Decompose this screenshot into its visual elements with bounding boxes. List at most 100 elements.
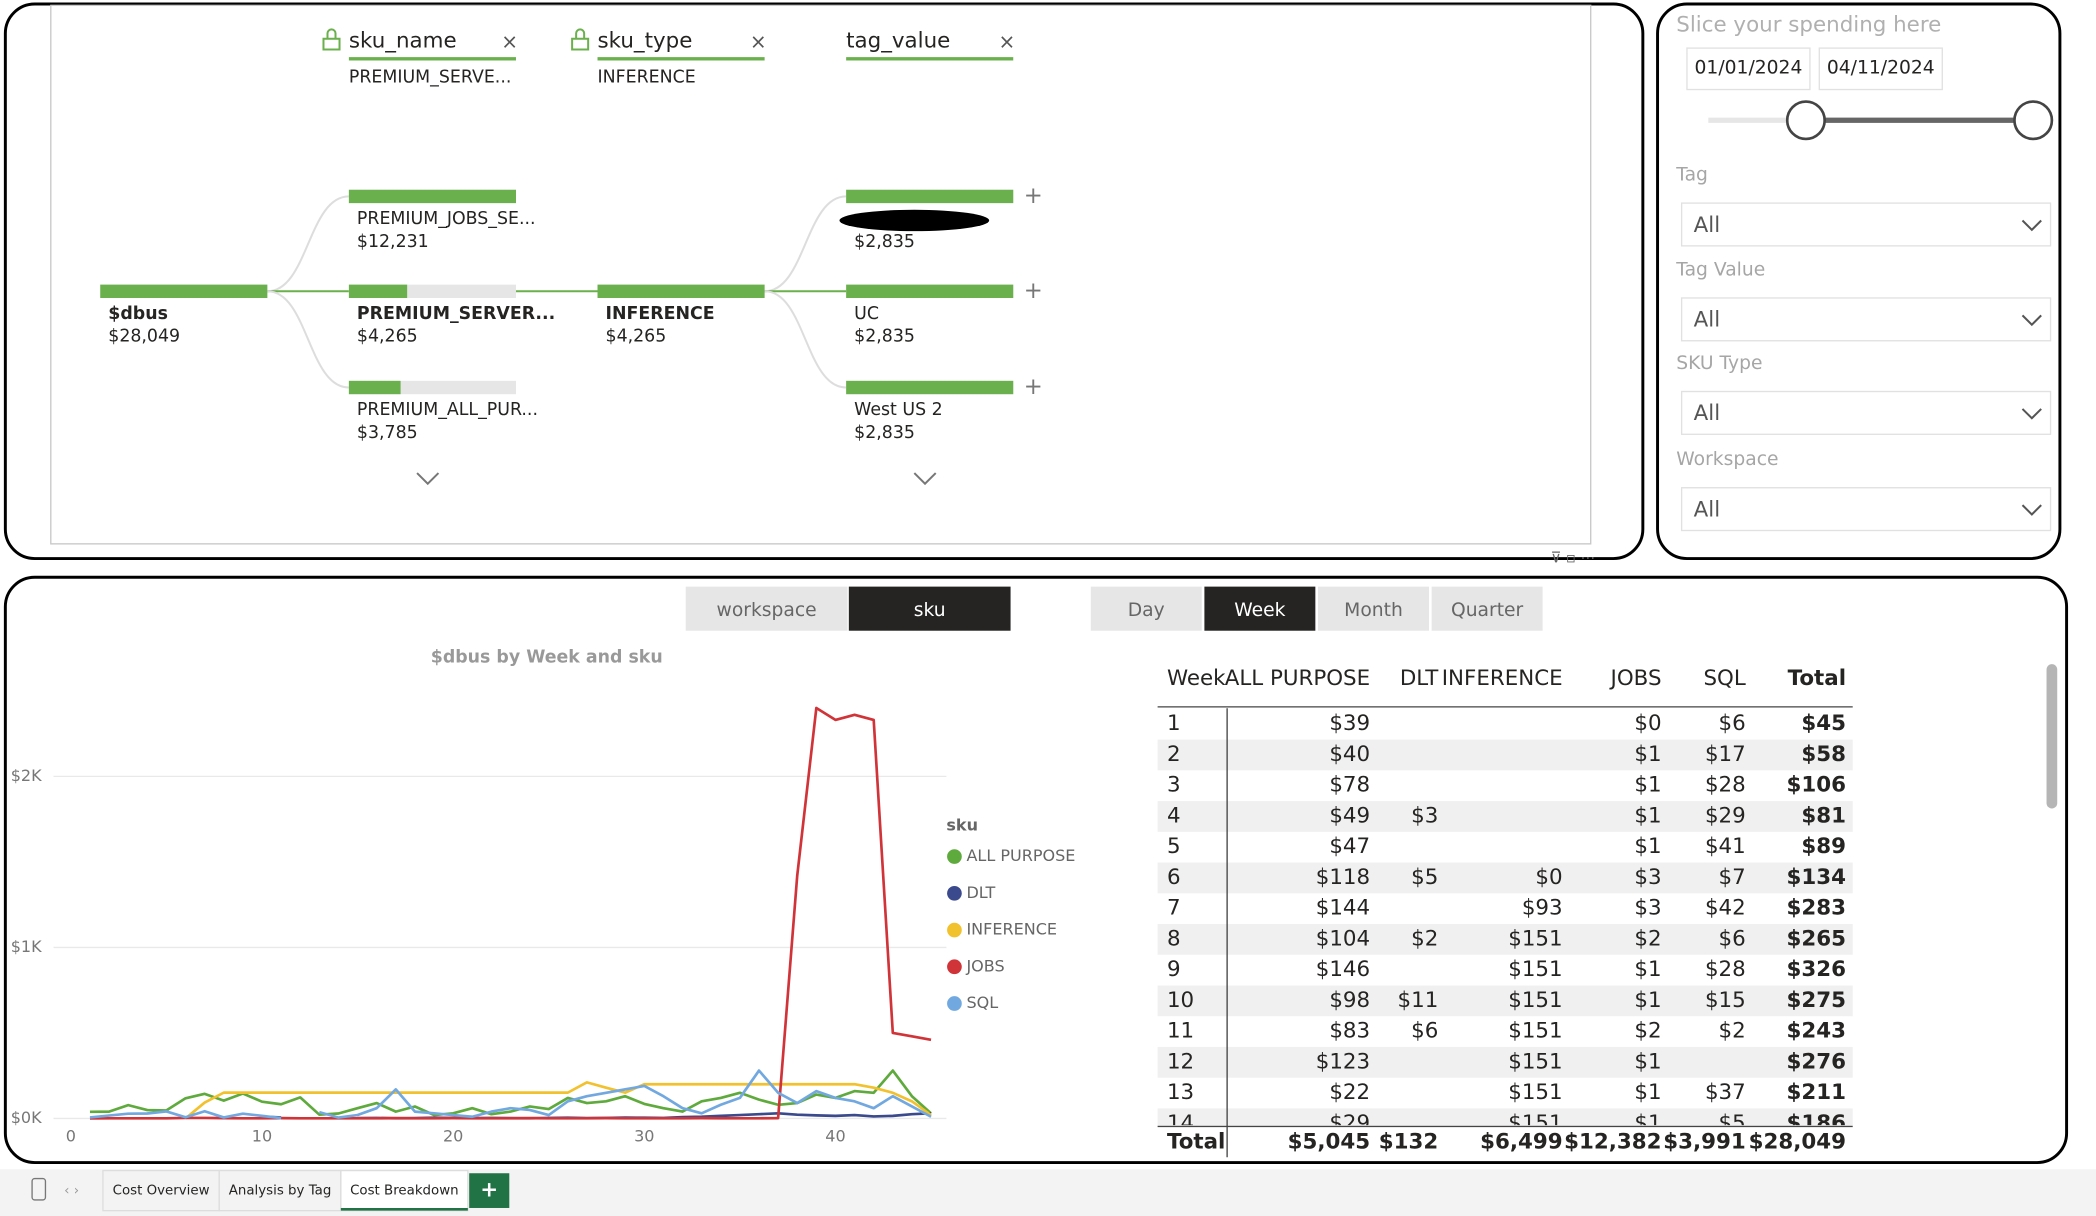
table-cell: $41 [1705,834,1746,859]
table-cell: $98 [1329,988,1370,1013]
legend-marker[interactable] [947,996,962,1011]
add-tab-icon[interactable]: + [480,1178,498,1203]
legend-marker[interactable] [947,849,962,864]
toggle-button[interactable] [1204,586,1316,631]
toggle-button[interactable] [848,586,1011,631]
toggle-label[interactable]: Day [1128,600,1165,621]
expand[interactable]: + [1024,183,1043,209]
table-cell: $276 [1787,1049,1847,1074]
expand[interactable]: + [1024,374,1043,400]
more-chevron[interactable] [913,472,937,486]
toggle-label[interactable]: Month [1344,600,1403,621]
level-value: INFERENCE [598,68,696,88]
slider-handle[interactable] [2013,100,2054,141]
table-cell: $2 [1634,1019,1661,1044]
table-cell: $78 [1329,773,1370,798]
table-cell: $22 [1329,1080,1370,1105]
more-chevron[interactable] [416,472,440,486]
content: sku_name × PREMIUM_SERVE... sku_type × INFERE… [11,12,2054,1212]
add-tab[interactable] [469,1173,510,1208]
connector [267,195,349,293]
series-line [89,1069,932,1117]
legend-marker[interactable] [947,922,962,938]
tab-label[interactable]: Analysis by Tag [229,1184,332,1199]
bar[interactable] [597,284,765,298]
tab-label[interactable]: Cost Breakdown [350,1184,459,1199]
table-cell: 2 [1167,742,1181,767]
tab-label[interactable]: Cost Overview [113,1184,210,1199]
remove-level[interactable]: × [999,29,1016,53]
dropdown-chevron [2021,219,2042,232]
table-cell: $186 [1787,1111,1847,1136]
toggle-label[interactable]: sku [914,600,946,621]
legend-marker[interactable] [947,885,962,901]
legend-label[interactable]: JOBS [965,956,1004,975]
node-value: $2,835 [854,423,915,443]
dropdown-value[interactable]: All [1694,497,1721,522]
visual-border [50,4,1592,545]
dropdown[interactable] [1680,390,2052,435]
toggle-button[interactable] [1431,586,1543,631]
table-cell: SQL [1703,666,1745,691]
table-cell: $0 [1634,711,1661,736]
bar[interactable] [348,284,408,298]
toggle-button[interactable] [1090,586,1202,631]
legend-marker[interactable] [947,959,962,975]
node-label: $dbus [108,304,168,324]
dropdown-value[interactable]: All [1694,308,1721,333]
table-cell: $1 [1634,988,1661,1013]
expand[interactable]: + [1024,278,1043,304]
table-cell: ALL PURPOSE [1225,666,1370,691]
tab[interactable] [102,1169,220,1212]
slider-handle[interactable] [1785,100,1826,141]
visual-icons[interactable]: ⊽ ▫ ⋯ [1551,550,1596,567]
table-cell: $2 [1719,1019,1746,1044]
toggle-button[interactable] [1318,586,1429,631]
bar[interactable] [348,189,516,204]
dropdown-value[interactable]: All [1694,213,1721,238]
remove-level[interactable]: × [750,29,767,53]
tab-nav[interactable]: ‹ › [64,1184,79,1199]
table-cell: $123 [1316,1049,1370,1074]
legend-label[interactable]: INFERENCE [966,920,1057,939]
dropdown[interactable] [1680,297,2052,342]
table-cell: $3 [1411,803,1438,828]
toggle-label[interactable]: workspace [717,600,817,621]
chart-title: $dbus by Week and sku [431,647,663,667]
bar[interactable] [846,189,1014,204]
tab[interactable] [218,1169,342,1212]
legend-label[interactable]: SQL [966,993,998,1012]
date-box[interactable] [1818,47,1943,91]
table-cell: $1 [1634,1080,1661,1105]
bar[interactable] [100,284,268,298]
bar[interactable] [846,284,1014,298]
dropdown[interactable] [1680,202,2052,247]
table-cell: $5,045 [1288,1130,1370,1155]
date[interactable]: 01/01/2024 [1695,58,1803,79]
x-tick-label: 10 [252,1127,272,1146]
table-cell: INFERENCE [1442,666,1563,691]
level-value: PREMIUM_SERVE... [349,68,511,88]
bar[interactable] [846,380,1014,395]
table-cell: $151 [1508,1080,1562,1105]
date-box[interactable] [1686,47,1811,91]
table-cell: 3 [1167,773,1181,798]
date[interactable]: 04/11/2024 [1827,58,1935,79]
remove-level[interactable]: × [501,29,518,53]
dropdown-value[interactable]: All [1694,401,1721,426]
bar[interactable] [348,380,401,395]
scrollbar[interactable] [2046,664,2058,809]
table-cell: $243 [1787,1019,1847,1044]
legend-label[interactable]: DLT [966,883,995,902]
table-cell: JOBS [1609,666,1662,691]
toggle-label[interactable]: Week [1234,600,1285,621]
table-cell: $40 [1329,742,1370,767]
mobile-icon[interactable] [31,1177,47,1201]
toggle-label[interactable]: Quarter [1451,600,1524,621]
dropdown[interactable] [1680,487,2052,532]
node-label: PREMIUM_SERVER... [357,304,555,324]
legend-label[interactable]: ALL PURPOSE [966,846,1075,865]
table-cell: $104 [1316,926,1370,951]
toggle-button[interactable] [685,586,848,631]
table-cell: $151 [1508,1019,1562,1044]
